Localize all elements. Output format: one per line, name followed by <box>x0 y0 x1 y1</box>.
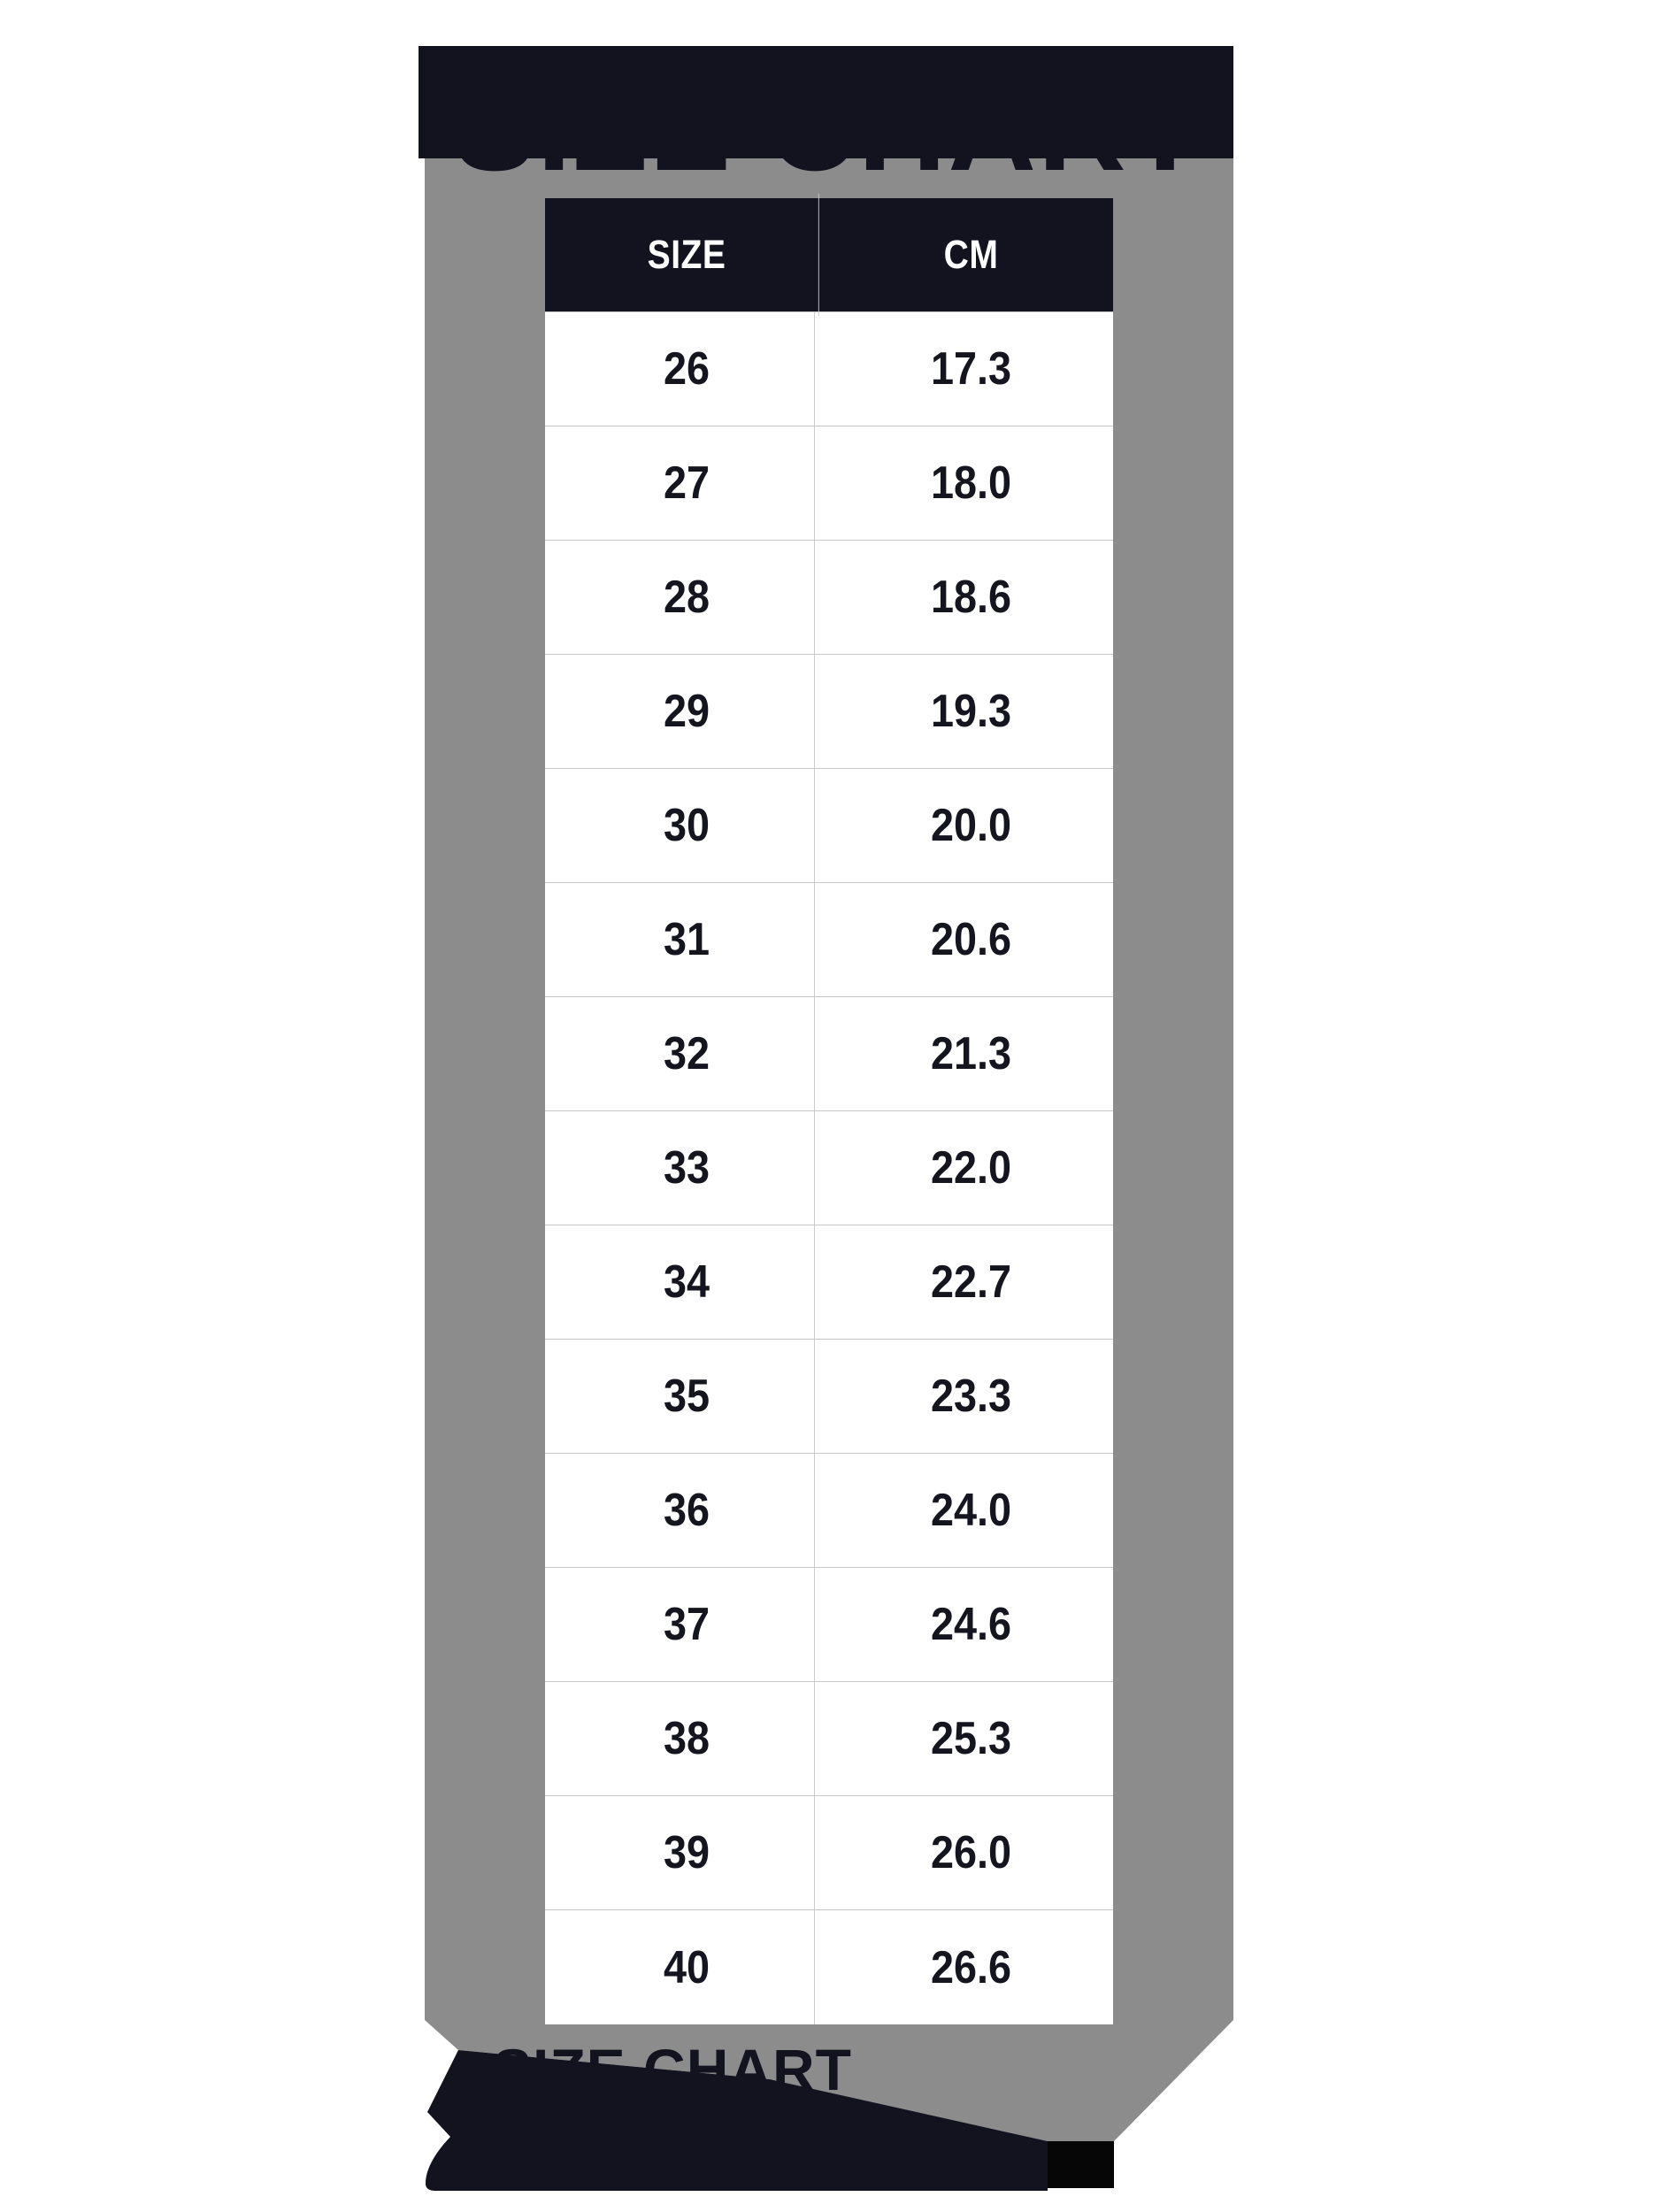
svg-text:SIZE CHART: SIZE CHART <box>454 60 1204 196</box>
